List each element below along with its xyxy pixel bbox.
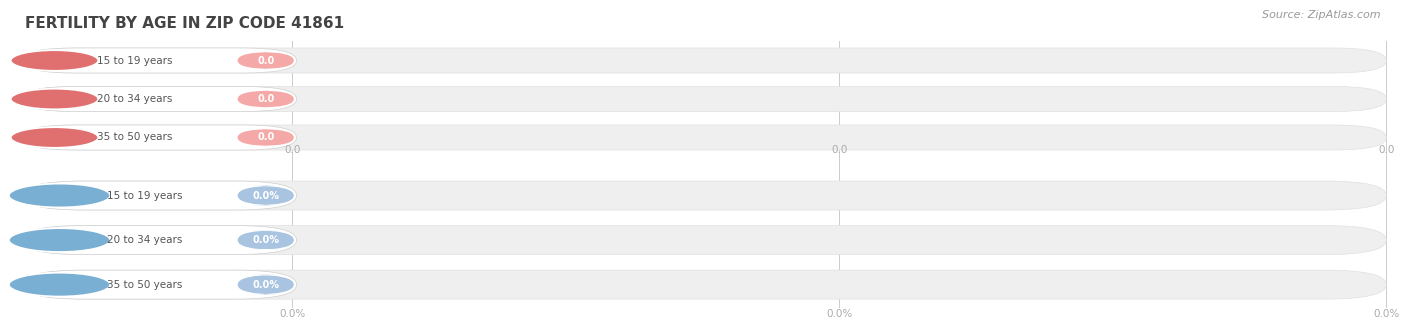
- FancyBboxPatch shape: [22, 270, 297, 299]
- Text: FERTILITY BY AGE IN ZIP CODE 41861: FERTILITY BY AGE IN ZIP CODE 41861: [25, 16, 344, 31]
- Circle shape: [11, 50, 98, 71]
- Text: 0.0%: 0.0%: [252, 280, 280, 290]
- FancyBboxPatch shape: [22, 125, 297, 150]
- FancyBboxPatch shape: [238, 52, 294, 69]
- Text: 0.0%: 0.0%: [280, 309, 305, 318]
- FancyBboxPatch shape: [238, 275, 294, 294]
- Text: 0.0%: 0.0%: [252, 190, 280, 201]
- Text: 20 to 34 years: 20 to 34 years: [107, 235, 183, 245]
- Text: 0.0: 0.0: [1378, 145, 1395, 155]
- FancyBboxPatch shape: [238, 186, 294, 205]
- Text: 15 to 19 years: 15 to 19 years: [107, 190, 183, 201]
- Text: 0.0%: 0.0%: [827, 309, 852, 318]
- FancyBboxPatch shape: [22, 181, 297, 210]
- FancyBboxPatch shape: [22, 226, 1386, 254]
- Text: 0.0: 0.0: [257, 55, 274, 65]
- FancyBboxPatch shape: [22, 86, 1386, 112]
- Circle shape: [11, 89, 98, 109]
- FancyBboxPatch shape: [238, 230, 294, 250]
- FancyBboxPatch shape: [22, 125, 1386, 150]
- Circle shape: [8, 184, 110, 207]
- FancyBboxPatch shape: [22, 48, 297, 73]
- Text: 0.0: 0.0: [831, 145, 848, 155]
- FancyBboxPatch shape: [22, 86, 297, 112]
- FancyBboxPatch shape: [238, 90, 294, 108]
- Text: 0.0: 0.0: [284, 145, 301, 155]
- FancyBboxPatch shape: [22, 226, 297, 254]
- Text: Source: ZipAtlas.com: Source: ZipAtlas.com: [1263, 10, 1381, 20]
- Text: 20 to 34 years: 20 to 34 years: [97, 94, 173, 104]
- Text: 15 to 19 years: 15 to 19 years: [97, 55, 173, 65]
- Text: 0.0%: 0.0%: [1374, 309, 1399, 318]
- FancyBboxPatch shape: [238, 129, 294, 146]
- FancyBboxPatch shape: [22, 48, 1386, 73]
- FancyBboxPatch shape: [22, 270, 1386, 299]
- Circle shape: [8, 228, 110, 252]
- Text: 35 to 50 years: 35 to 50 years: [107, 280, 183, 290]
- Text: 35 to 50 years: 35 to 50 years: [97, 133, 173, 143]
- Text: 0.0: 0.0: [257, 94, 274, 104]
- Circle shape: [11, 127, 98, 148]
- Text: 0.0: 0.0: [257, 133, 274, 143]
- Circle shape: [8, 273, 110, 296]
- FancyBboxPatch shape: [22, 181, 1386, 210]
- Text: 0.0%: 0.0%: [252, 235, 280, 245]
